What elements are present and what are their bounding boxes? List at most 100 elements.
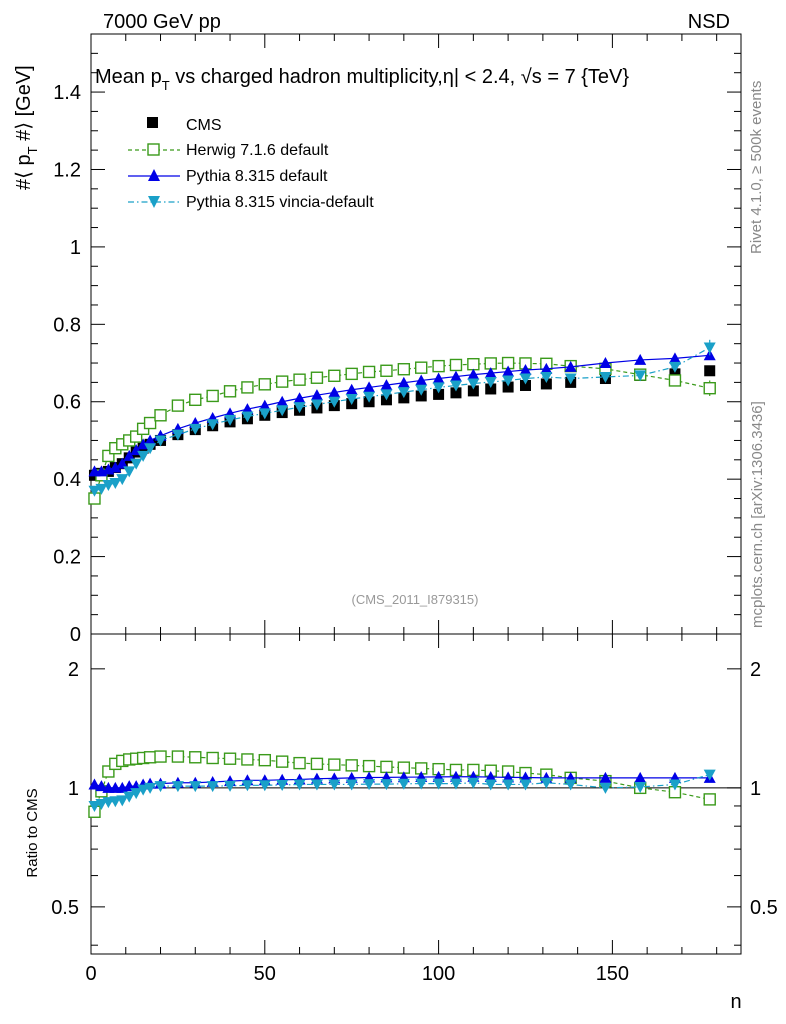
data-point-vincia — [95, 483, 108, 495]
data-point-herwig — [397, 363, 411, 376]
ratio-panel-frame — [90, 633, 742, 955]
legend: CMS Herwig 7.1.6 default Pythia 8.315 de… — [128, 117, 374, 211]
data-point-vincia — [88, 485, 101, 497]
data-point-herwig — [328, 758, 341, 771]
data-point-vincia — [328, 779, 341, 791]
rivet-label: Rivet 4.1.0, ≥ 500k events — [748, 81, 765, 254]
y-tick-label: 0.2 — [53, 547, 81, 569]
data-point-pythia — [363, 381, 376, 393]
data-point-vincia — [258, 780, 271, 792]
data-point-herwig — [293, 756, 306, 770]
y-tick-label: 0.6 — [53, 392, 81, 414]
data-point-herwig — [102, 765, 115, 778]
title-part-sub: T — [162, 78, 170, 93]
main-y-axis-label: #⟨ pT #⟩ [GeV] — [13, 65, 40, 190]
data-point-herwig — [703, 793, 716, 806]
data-point-pythia — [310, 389, 323, 401]
ylabel-part-c: #⟩ [GeV] — [13, 65, 35, 146]
y-tick-label: 1 — [70, 237, 81, 259]
data-point-vincia — [123, 791, 136, 803]
data-point-vincia — [189, 423, 202, 435]
data-point-vincia — [380, 389, 393, 401]
data-point-herwig — [345, 367, 358, 381]
data-point-vincia — [345, 779, 358, 791]
data-point-pythia — [345, 383, 358, 395]
data-point-herwig — [171, 399, 185, 412]
header-right: NSD — [688, 11, 730, 33]
data-point-cms — [467, 385, 479, 397]
data-point-vincia — [703, 342, 716, 354]
data-point-pythia — [276, 395, 289, 407]
data-point-herwig — [328, 369, 341, 383]
data-point-herwig — [129, 430, 143, 443]
main-axis-ticks — [90, 33, 741, 635]
data-point-pythia — [95, 780, 108, 792]
data-point-vincia — [467, 777, 480, 789]
data-point-vincia — [137, 450, 150, 462]
data-point-vincia — [137, 784, 150, 796]
title-part-d: η| < 2.4, — [443, 66, 521, 88]
data-point-vincia — [224, 780, 237, 792]
data-point-vincia — [363, 779, 376, 791]
data-point-vincia — [95, 799, 108, 811]
y-tick-label: 0 — [70, 624, 81, 646]
data-point-vincia — [241, 411, 254, 423]
legend-marker-cms — [147, 117, 158, 128]
data-point-vincia — [144, 782, 157, 794]
data-point-herwig — [102, 449, 115, 463]
data-point-vincia — [206, 419, 219, 431]
data-point-herwig — [223, 385, 237, 398]
data-point-vincia — [564, 373, 577, 385]
data-point-vincia — [397, 387, 410, 399]
data-point-pythia — [432, 372, 445, 384]
data-point-vincia — [415, 384, 428, 396]
data-point-cms — [415, 390, 427, 402]
data-point-vincia — [502, 779, 515, 791]
ratio-y-tick-labels: 0.5 1 2 0.5 1 2 — [51, 659, 778, 919]
data-point-cms — [519, 379, 531, 391]
data-point-vincia — [502, 375, 515, 387]
ratio-y-axis-label: Ratio to CMS — [24, 788, 41, 877]
data-point-pythia — [502, 365, 515, 377]
data-point-herwig — [345, 759, 358, 772]
ratio-y-tick-label-right: 1 — [750, 778, 761, 800]
data-point-herwig — [241, 381, 254, 394]
data-point-cms — [485, 383, 497, 395]
series-vincia — [88, 769, 716, 812]
data-point-vincia — [144, 443, 157, 455]
data-point-vincia — [224, 414, 237, 426]
data-point-vincia — [484, 377, 497, 388]
y-tick-label: 0.8 — [53, 314, 81, 336]
data-point-pythia — [88, 778, 101, 790]
main-title: Mean pT vs charged hadron multiplicity,η… — [95, 66, 629, 93]
data-point-pythia — [123, 449, 136, 461]
data-point-pythia — [634, 771, 647, 783]
data-point-herwig — [258, 378, 271, 391]
data-point-herwig — [432, 359, 445, 373]
data-point-cms — [669, 368, 681, 380]
legend-marker-herwig — [147, 143, 160, 156]
legend-label-cms: CMS — [186, 117, 222, 134]
x-axis-label: n — [730, 991, 741, 1013]
ratio-series-group — [88, 750, 716, 818]
data-point-herwig — [310, 757, 324, 771]
data-point-pythia — [540, 362, 553, 374]
data-point-herwig — [143, 416, 157, 430]
data-point-vincia — [310, 779, 323, 791]
data-point-vincia — [599, 782, 612, 794]
data-point-herwig — [310, 371, 324, 384]
data-point-vincia — [345, 394, 358, 406]
data-point-pythia — [241, 403, 254, 415]
data-point-vincia — [276, 405, 289, 417]
data-point-herwig — [223, 752, 237, 765]
data-point-vincia — [328, 396, 341, 408]
data-point-cms — [540, 378, 552, 390]
data-point-vincia — [154, 781, 167, 793]
data-point-vincia — [130, 458, 143, 470]
data-point-cms — [502, 381, 514, 393]
data-point-herwig — [275, 375, 289, 388]
data-point-vincia — [540, 777, 553, 789]
data-point-vincia — [123, 466, 136, 478]
data-point-vincia — [293, 402, 306, 414]
data-point-vincia — [130, 788, 143, 800]
